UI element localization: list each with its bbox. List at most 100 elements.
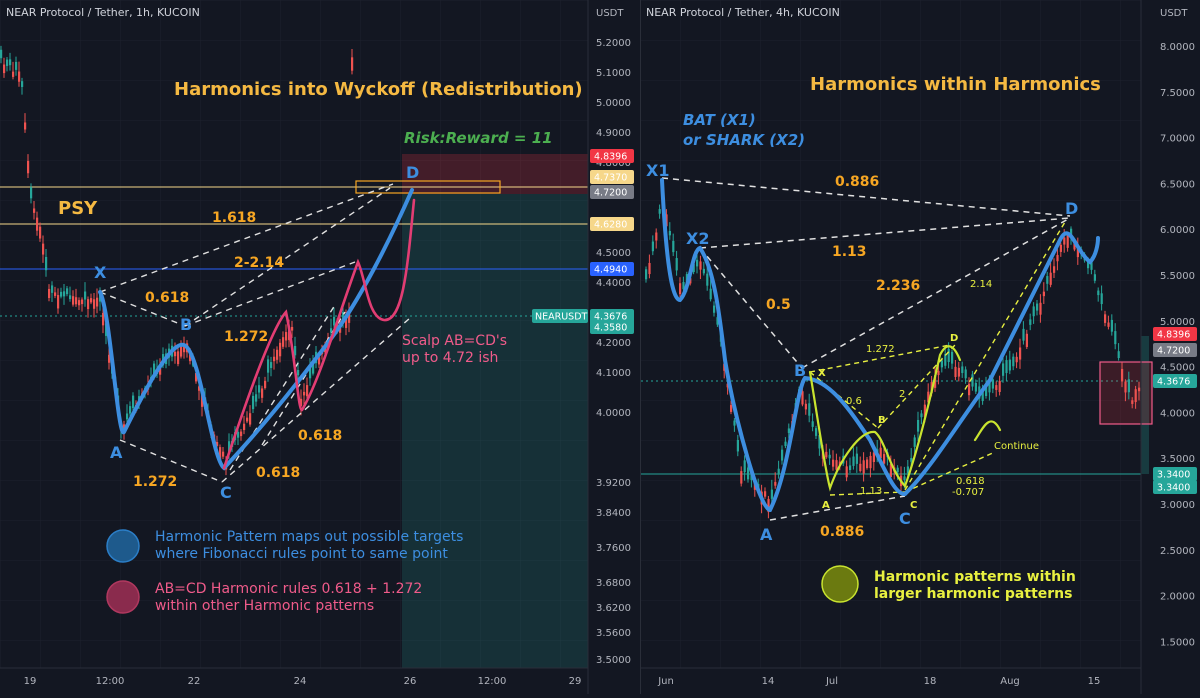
left-fib-lines (99, 183, 411, 483)
right-price-tick: 5.5000 (1160, 271, 1195, 282)
right-panel[interactable]: NEAR Protocol / Tether, 4h, KUCOIN USDT … (641, 0, 1197, 694)
left-time-scale[interactable]: 19 12:00 22 24 26 12:00 29 (24, 676, 582, 687)
candle-body (832, 459, 835, 467)
candle-body (1032, 306, 1035, 317)
candle-body (709, 288, 712, 300)
candle-body (896, 467, 899, 473)
candle-body (66, 288, 69, 295)
fib-label-0618-b: 0.618 (256, 465, 300, 481)
fib-label-0886-bottom: 0.886 (820, 524, 864, 540)
candle-body (33, 208, 36, 213)
left-price-tick: 3.5000 (596, 655, 631, 666)
candle-body (781, 449, 784, 461)
candle-body (940, 360, 943, 368)
candle-body (1117, 351, 1120, 359)
left-panel[interactable]: NEAR Protocol / Tether, 1h, KUCOIN USDT … (0, 0, 634, 694)
candle-body (913, 437, 916, 447)
candle-body (998, 380, 1001, 392)
candle-body (787, 428, 790, 433)
left-time-tick: 19 (24, 676, 37, 687)
price-tag-bg (590, 217, 634, 231)
right-time-tick: Jul (825, 676, 838, 687)
candle-body (60, 291, 63, 297)
candle-body (159, 367, 162, 375)
candle-body (279, 342, 282, 357)
left-price-tick: 5.2000 (596, 38, 631, 49)
right-fib-lines (661, 177, 1071, 521)
symbol-tag-label: NEARUSDT (535, 312, 588, 323)
stop-zone (402, 154, 588, 194)
candle-body (699, 261, 702, 270)
right-price-tick: 4.0000 (1160, 408, 1195, 419)
left-time-tick: 12:00 (96, 676, 125, 687)
candle-body (808, 403, 811, 416)
left-price-tick: 3.9200 (596, 478, 631, 489)
right-time-scale[interactable]: Jun 14 Jul 18 Aug 15 (657, 676, 1100, 687)
legend-dot-nested (821, 565, 859, 603)
left-price-scale[interactable]: 5.20005.10005.00004.90004.80004.70004.60… (596, 38, 631, 666)
candle-body (910, 457, 913, 462)
candle-body (733, 420, 736, 426)
candle-body (174, 351, 177, 357)
point-b: B (180, 315, 192, 334)
right-price-tick: 7.0000 (1160, 134, 1195, 145)
right-price-tick: 4.5000 (1160, 363, 1195, 374)
candle-body (15, 61, 18, 70)
candle-body (36, 217, 39, 231)
symbol-tag-bg (532, 309, 588, 323)
candle-body (297, 370, 300, 376)
candle-body (815, 428, 818, 436)
left-price-tick: 4.2000 (596, 338, 631, 349)
right-price-tick: 2.5000 (1160, 546, 1195, 557)
price-tag-bg (590, 185, 634, 199)
candle-body (282, 337, 285, 347)
point-d-right: D (1065, 199, 1078, 218)
right-currency: USDT (1160, 8, 1188, 19)
candle-body (1104, 314, 1107, 323)
candle-body (934, 375, 937, 388)
candle-body (1022, 328, 1025, 341)
candle-body (944, 354, 947, 366)
candle-body (264, 380, 267, 389)
right-title: Harmonics within Harmonics (810, 74, 1101, 95)
left-price-tick: 4.9000 (596, 128, 631, 139)
candle-body (318, 357, 321, 365)
main-harmonic-path (98, 188, 414, 471)
candle-body (995, 385, 998, 390)
candle-body (784, 441, 787, 447)
candle-body (12, 71, 15, 77)
legend-harmonic-2: where Fibonacci rules point to same poin… (155, 546, 448, 562)
candle-body (1110, 319, 1113, 332)
candle-body (306, 385, 309, 397)
candle-body (883, 454, 886, 464)
candle-body (665, 214, 668, 227)
right-price-scale[interactable]: 8.0000 7.5000 7.0000 6.5000 6.0000 5.5000 5.00… (1160, 42, 1195, 648)
left-time-tick: 24 (294, 676, 307, 687)
price-tag-label: 4.3676 (594, 312, 627, 323)
target-strip (1141, 336, 1149, 474)
candle-body (835, 460, 838, 470)
left-price-tick: 5.1000 (596, 68, 631, 79)
candle-body (1076, 247, 1079, 258)
candle-body (920, 413, 923, 418)
point-a-right: A (760, 525, 773, 544)
candle-body (27, 160, 30, 174)
legend-dot-harmonic (106, 529, 140, 563)
candle-body (72, 296, 75, 305)
legend-abcd-2: within other Harmonic patterns (155, 598, 374, 614)
target-zone (402, 194, 588, 668)
candle-body (804, 403, 807, 410)
left-price-tick: 3.6200 (596, 603, 631, 614)
candle-body (801, 391, 804, 405)
fib-label-2236: 2.236 (876, 278, 920, 294)
legend-abcd-1: AB=CD Harmonic rules 0.618 + 1.272 (155, 581, 422, 597)
candle-body (45, 256, 48, 271)
candle-body (957, 367, 960, 377)
candle-body (183, 345, 186, 353)
candle-body (348, 309, 351, 323)
candle-body (63, 291, 66, 297)
price-tag-bg (590, 309, 634, 323)
left-price-tick: 5.0000 (596, 98, 631, 109)
candle-body (1039, 302, 1042, 315)
